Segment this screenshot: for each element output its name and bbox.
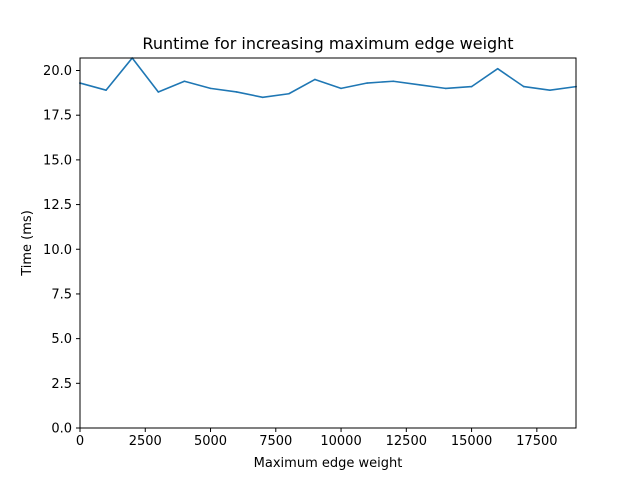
data-point bbox=[366, 82, 368, 84]
data-point bbox=[522, 85, 525, 88]
series-line-0 bbox=[79, 57, 577, 99]
data-point bbox=[549, 89, 551, 91]
x-axis-label: Maximum edge weight bbox=[254, 456, 403, 471]
y-tick-label: 17.5 bbox=[43, 109, 72, 124]
x-tick-label: 17500 bbox=[516, 434, 557, 449]
y-axis-label: Time (ms) bbox=[20, 210, 35, 277]
data-point bbox=[261, 96, 264, 99]
chart-title: Runtime for increasing maximum edge weig… bbox=[142, 34, 513, 53]
y-axis-ticks: 0.0 2.5 5.0 7.5 10.0 12.5 15.0 17.5 20.0 bbox=[43, 64, 80, 437]
data-point bbox=[418, 84, 421, 86]
data-point bbox=[105, 89, 107, 91]
data-point bbox=[340, 87, 342, 90]
y-tick-label: 15.0 bbox=[43, 153, 72, 168]
data-point bbox=[470, 85, 473, 88]
x-tick-label: 15000 bbox=[451, 434, 492, 449]
x-tick-label: 7500 bbox=[259, 434, 292, 449]
data-point bbox=[209, 87, 212, 90]
data-point bbox=[235, 91, 238, 93]
data-point bbox=[496, 67, 499, 70]
y-tick-label: 12.5 bbox=[43, 198, 72, 213]
plot-frame bbox=[79, 57, 577, 429]
data-point bbox=[392, 80, 395, 83]
y-tick-label: 20.0 bbox=[43, 64, 72, 79]
x-tick-label: 12500 bbox=[386, 434, 427, 449]
x-tick-label: 10000 bbox=[320, 434, 361, 449]
x-axis-ticks: 0 2500 5000 7500 10000 12500 15000 17500 bbox=[76, 428, 558, 449]
data-point bbox=[183, 80, 186, 83]
x-tick-label: 0 bbox=[76, 434, 84, 449]
y-tick-label: 0.0 bbox=[51, 422, 72, 437]
data-point bbox=[288, 92, 290, 95]
y-tick-label: 5.0 bbox=[51, 332, 72, 347]
y-tick-label: 10.0 bbox=[43, 243, 72, 258]
y-tick-label: 2.5 bbox=[51, 377, 72, 392]
data-point bbox=[157, 91, 160, 93]
data-point bbox=[314, 78, 316, 81]
y-tick-label: 7.5 bbox=[51, 287, 72, 302]
x-tick-label: 2500 bbox=[129, 434, 162, 449]
data-point bbox=[444, 87, 447, 90]
x-tick-label: 5000 bbox=[194, 434, 227, 449]
